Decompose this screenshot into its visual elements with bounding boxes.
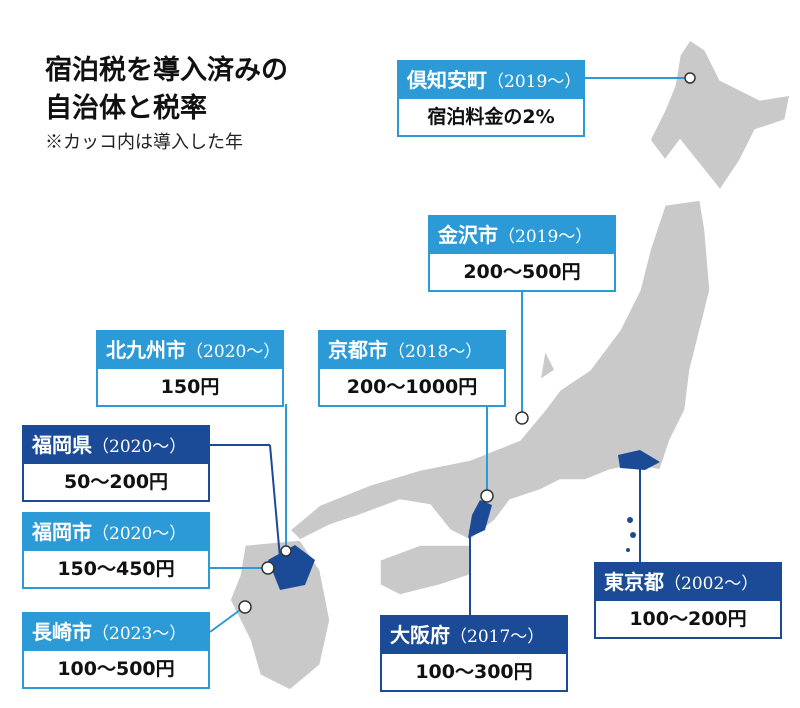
tax-rate: 100～300円 — [415, 661, 533, 683]
year: （2020～） — [92, 437, 187, 457]
place-name: 京都市 — [328, 338, 388, 362]
callout: 京都市（2018～） 200～1000円 — [318, 330, 506, 407]
callout: 福岡市（2020～） 150～450円 — [22, 512, 210, 589]
callout-header: 金沢市（2019～） — [430, 217, 614, 254]
callout-header: 長崎市（2023～） — [24, 614, 208, 651]
year: （2019～） — [487, 72, 582, 92]
year: （2020～） — [92, 524, 187, 544]
title: 宿泊税を導入済みの — [45, 55, 288, 86]
place-name: 福岡市 — [32, 520, 92, 544]
year: （2017～） — [450, 627, 545, 647]
year: （2020～） — [186, 342, 281, 362]
place-name: 金沢市 — [438, 223, 498, 247]
year: （2023～） — [92, 624, 187, 644]
callout-header: 大阪府（2017～） — [382, 617, 566, 654]
callout: 長崎市（2023～） 100～500円 — [22, 612, 210, 689]
tax-rate: 200～1000円 — [346, 376, 478, 398]
leader-lines — [209, 77, 686, 633]
callout-header: 倶知安町（2019～） — [399, 62, 583, 99]
callout-header: 福岡県（2020～） — [24, 427, 208, 464]
tax-rate: 100～500円 — [57, 658, 175, 680]
place-name: 東京都 — [604, 570, 664, 594]
place-name: 福岡県 — [32, 433, 92, 457]
note: ※カッコ内は導入した年 — [45, 132, 243, 153]
tax-rate: 150～450円 — [57, 558, 175, 580]
callout: 福岡県（2020～） 50～200円 — [22, 425, 210, 502]
callout: 東京都（2002～） 100～200円 — [594, 562, 782, 639]
callout: 大阪府（2017～） 100～300円 — [380, 615, 568, 692]
place-name: 倶知安町 — [407, 68, 487, 92]
title: 自治体と税率 — [45, 93, 207, 124]
tax-rate: 50～200円 — [63, 471, 169, 493]
callout-header: 東京都（2002～） — [596, 564, 780, 601]
place-name: 長崎市 — [32, 620, 92, 644]
place-name: 北九州市 — [106, 338, 186, 362]
tax-rate: 100～200円 — [629, 608, 747, 630]
callout-header: 京都市（2018～） — [320, 332, 504, 369]
location-markers — [238, 72, 696, 614]
tax-rate: 200～500円 — [463, 261, 581, 283]
place-name: 大阪府 — [390, 623, 450, 647]
year: （2002～） — [664, 574, 759, 594]
callout: 北九州市（2020～） 150円 — [96, 330, 284, 407]
callout-header: 福岡市（2020～） — [24, 514, 208, 551]
callout: 倶知安町（2019～） 宿泊料金の2% — [397, 60, 585, 137]
callout: 金沢市（2019～） 200～500円 — [428, 215, 616, 292]
callout-header: 北九州市（2020～） — [98, 332, 282, 369]
year: （2018～） — [388, 342, 483, 362]
tax-rate: 150円 — [160, 376, 220, 398]
year: （2019～） — [498, 227, 593, 247]
tax-rate: 宿泊料金の2% — [427, 106, 555, 128]
